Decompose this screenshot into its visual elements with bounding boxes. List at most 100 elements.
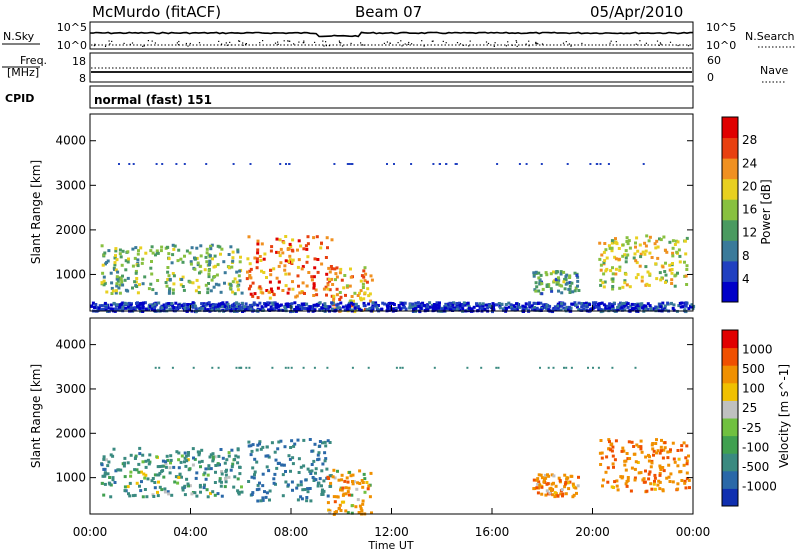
echo-cell: [146, 458, 150, 462]
echo-cell: [204, 255, 208, 259]
echo-cell: [667, 463, 671, 467]
echo-cell: [611, 266, 614, 270]
echo-cell: [158, 485, 162, 489]
echo-cell: [658, 302, 662, 306]
echo-cell: [156, 465, 160, 469]
colorbar-swatch: [722, 470, 738, 489]
echo-cell: [104, 305, 108, 309]
echo-cell: [528, 301, 532, 305]
echo-cell: [234, 308, 238, 311]
nsearch-point: [528, 45, 530, 47]
echo-cell: [592, 301, 595, 305]
nsearch-point: [469, 40, 471, 42]
echo-cell: [632, 452, 636, 456]
echo-cell: [112, 447, 116, 451]
echo-cell: [189, 262, 193, 266]
echo-cell: [131, 286, 134, 290]
echo-cell: [361, 286, 365, 289]
echo-cell: [253, 292, 257, 296]
echo-cell: [671, 246, 675, 250]
echo-cell: [432, 163, 435, 165]
echo-cell: [653, 479, 656, 483]
echo-cell: [649, 482, 653, 486]
echo-cell: [335, 266, 339, 270]
echo-cell: [658, 271, 662, 275]
echo-cell: [194, 306, 198, 310]
echo-cell: [206, 473, 210, 477]
echo-cell: [348, 163, 351, 165]
echo-cell: [126, 260, 130, 264]
echo-cell: [611, 277, 615, 281]
echo-cell: [558, 283, 562, 287]
echo-cell: [149, 305, 152, 308]
echo-cell: [299, 465, 303, 469]
echo-cell: [326, 305, 330, 309]
echo-cell: [102, 275, 106, 279]
echo-cell: [247, 444, 251, 448]
ytick-label: 3000: [55, 382, 86, 396]
colorbar-frame: [721, 116, 739, 303]
echo-cell: [155, 163, 158, 165]
echo-cell: [644, 455, 648, 459]
echo-cell: [654, 305, 658, 309]
echo-cell: [114, 469, 118, 473]
echo-cell: [207, 275, 211, 279]
echo-cell: [553, 491, 557, 495]
echo-cell: [287, 454, 291, 458]
echo-cell: [133, 307, 137, 311]
nsearch-point: [218, 40, 220, 42]
nsearch-point: [283, 40, 285, 42]
echo-cell: [295, 294, 299, 298]
echo-cell: [150, 479, 154, 483]
echo-cell: [534, 289, 538, 293]
echo-cell: [181, 275, 185, 279]
freq-label: Freq.: [20, 54, 47, 67]
echo-cell: [191, 281, 195, 285]
echo-cell: [139, 246, 143, 250]
echo-cell: [365, 280, 369, 284]
echo-cell: [330, 294, 334, 298]
echo-cell: [620, 308, 624, 312]
echo-cell: [625, 484, 629, 488]
echo-cell: [455, 307, 459, 311]
echo-cell: [351, 473, 355, 477]
echo-cell: [458, 308, 462, 312]
noise-tick-top-right: 10^5: [706, 21, 736, 34]
echo-cell: [106, 464, 110, 468]
echo-cell: [258, 440, 262, 444]
echo-cell: [175, 450, 179, 454]
nsearch-point: [339, 41, 341, 44]
echo-cell: [330, 267, 334, 271]
echo-cell: [607, 163, 610, 165]
echo-cell: [336, 306, 340, 310]
echo-cell: [531, 308, 534, 312]
echo-cell: [114, 268, 118, 272]
nsearch-point: [287, 40, 289, 42]
echo-cell: [352, 480, 356, 484]
echo-cell: [153, 304, 157, 308]
beam-title: Beam 07: [355, 3, 422, 21]
nsearch-point: [262, 40, 264, 42]
echo-cell: [247, 440, 251, 444]
echo-cell: [221, 456, 225, 460]
echo-cell: [154, 366, 157, 369]
echo-cell: [123, 456, 127, 460]
echo-cell: [680, 448, 683, 452]
echo-cell: [333, 267, 337, 271]
xtick-label: 20:00: [575, 525, 610, 539]
echo-cell: [611, 306, 615, 310]
echo-cell: [151, 288, 155, 292]
colorbar-tick: 20: [742, 179, 757, 193]
nsearch-point: [389, 42, 391, 44]
echo-cell: [235, 366, 238, 369]
echo-cell: [103, 482, 107, 486]
cpid-label: CPID: [5, 92, 34, 105]
echo-cell: [123, 485, 127, 489]
echo-cell: [256, 499, 260, 503]
echo-cell: [629, 489, 633, 493]
echo-cell: [655, 451, 658, 455]
echo-cell: [452, 301, 456, 305]
echo-cell: [165, 454, 169, 458]
echo-cell: [155, 249, 159, 253]
nsky-label: N.Sky: [3, 30, 35, 43]
